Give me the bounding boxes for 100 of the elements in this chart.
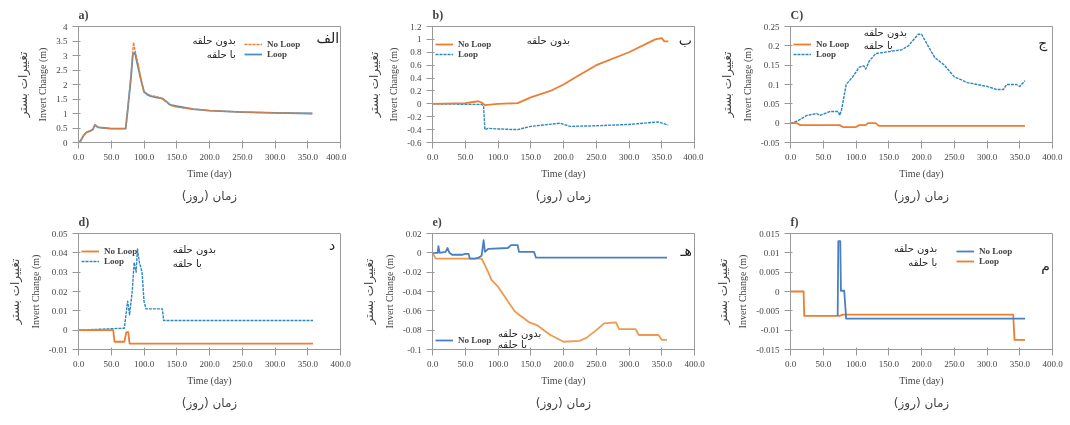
y-tick-label: -0.06 bbox=[402, 305, 422, 316]
x-tick-label: 0.0 bbox=[784, 358, 797, 369]
x-tick-label: 300.0 bbox=[976, 151, 998, 162]
y-tick-label: 0.1 bbox=[768, 79, 780, 90]
y-tick-label: 0.6 bbox=[410, 60, 422, 71]
chart-title: C) bbox=[790, 7, 804, 22]
y-tick-label: -0.04 bbox=[402, 286, 422, 297]
x-tick-label: 100.0 bbox=[133, 358, 155, 369]
x-tick-label: 150.0 bbox=[520, 358, 542, 369]
y-tick-label: 3.5 bbox=[56, 36, 68, 46]
legend-label: No Loop bbox=[267, 39, 301, 49]
x-tick-label: 350.0 bbox=[1009, 358, 1031, 369]
x-tick-label: 100.0 bbox=[487, 358, 509, 369]
x-tick-label: 50.0 bbox=[457, 358, 474, 369]
x-tick-label: 250.0 bbox=[944, 358, 965, 369]
x-axis-title: Time (day) bbox=[541, 374, 586, 387]
annotation: با حلقه bbox=[172, 258, 202, 270]
y-tick-label: -0.08 bbox=[402, 325, 422, 336]
annotation: م bbox=[1041, 257, 1050, 274]
y-tick-label: 0.2 bbox=[410, 85, 422, 96]
annotation: با حلقه bbox=[498, 339, 527, 351]
x-axis-title: Time (day) bbox=[541, 167, 586, 180]
y-tick-label: 1.2 bbox=[410, 21, 422, 32]
x-axis-title: Time (day) bbox=[187, 374, 232, 387]
y-tick-label: 2.5 bbox=[56, 65, 68, 75]
y-tick-label: 1.5 bbox=[56, 94, 68, 104]
annotation: ج bbox=[1038, 34, 1049, 52]
x-tick-label: 150.0 bbox=[878, 151, 900, 162]
text: تغییرات بستر bbox=[366, 51, 382, 119]
y-tick-label: 0.05 bbox=[763, 98, 780, 109]
x-tick-label: 350.0 bbox=[297, 151, 319, 162]
x-tick-label: 350.0 bbox=[651, 151, 673, 162]
chart-title: e) bbox=[432, 214, 442, 229]
y-tick-label: 0.01 bbox=[763, 247, 780, 258]
text: زمان (روز) bbox=[181, 188, 238, 204]
x-tick-label: 100.0 bbox=[487, 151, 509, 162]
legend-label: Loop bbox=[267, 49, 288, 59]
y-tick-label: 0 bbox=[775, 118, 780, 129]
x-tick-label: 350.0 bbox=[297, 358, 319, 369]
legend-label: Loop bbox=[979, 256, 1000, 266]
x-tick-label: 250.0 bbox=[232, 358, 253, 369]
x-tick-label: 300.0 bbox=[976, 358, 998, 369]
y-tick-label: -0.1 bbox=[407, 344, 422, 355]
annotation: بدون حلقه bbox=[863, 26, 908, 39]
x-axis-title: Time (day) bbox=[899, 374, 944, 387]
text: تغییرات بستر bbox=[719, 51, 735, 119]
x-tick-label: 100.0 bbox=[845, 151, 867, 162]
x-tick-label: 250.0 bbox=[944, 151, 965, 162]
legend-label: No Loop bbox=[979, 246, 1013, 256]
y-tick-label: 0.02 bbox=[405, 228, 422, 239]
annotation: بدون حلقه bbox=[192, 34, 236, 47]
x-tick-label: 50.0 bbox=[103, 358, 120, 369]
y-tick-label: 0.03 bbox=[51, 267, 68, 278]
chart-title: a) bbox=[78, 7, 89, 22]
x-tick-label: 150.0 bbox=[166, 358, 188, 369]
y-tick-label: -0.015 bbox=[756, 344, 780, 355]
x-tick-label: 400.0 bbox=[330, 358, 352, 369]
annotation: با حلقه bbox=[206, 48, 236, 60]
chart-title: f) bbox=[790, 214, 799, 229]
x-tick-label: 150.0 bbox=[166, 151, 188, 162]
y-tick-label: -0.05 bbox=[760, 137, 780, 148]
x-tick-label: 350.0 bbox=[1009, 151, 1031, 162]
y-tick-label: 0.15 bbox=[763, 60, 780, 71]
legend-label: Loop bbox=[458, 49, 479, 59]
y-tick-label: 0.2 bbox=[768, 40, 780, 51]
y-tick-label: 0 bbox=[775, 286, 780, 297]
legend-label: No Loop bbox=[458, 335, 492, 345]
y-tick-label: 0 bbox=[63, 325, 68, 336]
x-tick-label: 400.0 bbox=[683, 151, 704, 162]
y-axis-title: Invert Change (m) bbox=[37, 47, 50, 122]
annotation: بدون حلقه bbox=[526, 34, 571, 47]
y-tick-label: 2 bbox=[63, 79, 68, 90]
y-tick-label: 0.8 bbox=[410, 47, 422, 58]
y-axis-title: Invert Change (m) bbox=[737, 254, 750, 329]
x-tick-label: 400.0 bbox=[684, 358, 706, 369]
x-tick-label: 200.0 bbox=[553, 151, 575, 162]
x-tick-label: 200.0 bbox=[199, 151, 221, 162]
annotation: با حلقه bbox=[908, 257, 938, 268]
legend-label: Loop bbox=[104, 256, 125, 266]
y-axis-title: Invert Change (m) bbox=[741, 47, 754, 122]
y-tick-label: -0.005 bbox=[756, 305, 780, 316]
x-tick-label: 50.0 bbox=[103, 151, 120, 162]
text: تغییرات بستر bbox=[7, 258, 23, 326]
y-tick-label: -0.6 bbox=[407, 137, 422, 148]
y-tick-label: 0.015 bbox=[759, 228, 780, 239]
legend-label: Loop bbox=[816, 49, 837, 59]
x-tick-label: 400.0 bbox=[1042, 151, 1063, 162]
annotation: بدون حلقه bbox=[893, 243, 938, 256]
x-tick-label: 150.0 bbox=[878, 358, 900, 369]
annotation: ب bbox=[678, 32, 692, 49]
legend-label: No Loop bbox=[458, 39, 492, 49]
text: زمان (روز) bbox=[181, 395, 238, 411]
x-tick-label: 50.0 bbox=[815, 151, 832, 162]
x-tick-label: 200.0 bbox=[911, 358, 933, 369]
y-tick-label: -0.01 bbox=[48, 344, 68, 355]
y-tick-label: 3 bbox=[63, 50, 68, 61]
text: زمان (روز) bbox=[893, 395, 950, 411]
legend-label: No Loop bbox=[816, 39, 850, 49]
text: زمان (روز) bbox=[535, 395, 592, 411]
x-tick-label: 250.0 bbox=[586, 358, 607, 369]
